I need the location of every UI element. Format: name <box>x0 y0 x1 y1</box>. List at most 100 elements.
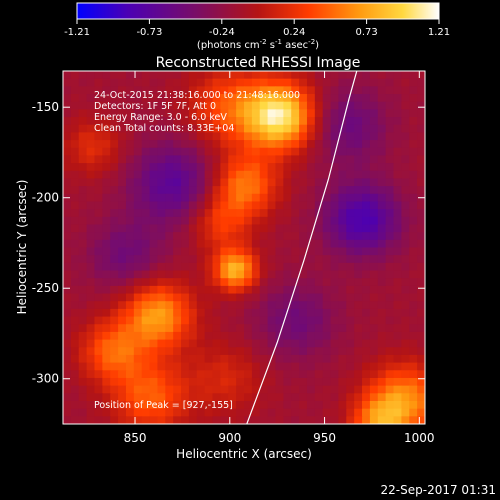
heatmap-cell <box>228 132 237 141</box>
heatmap-cell <box>401 201 410 210</box>
heatmap-cell <box>236 178 245 187</box>
heatmap-cell <box>338 316 347 325</box>
heatmap-cell <box>401 163 410 172</box>
heatmap-cell <box>78 400 88 410</box>
heatmap-cell <box>204 86 214 95</box>
heatmap-cell <box>70 393 80 402</box>
heatmap-cell <box>377 71 387 80</box>
heatmap-cell <box>377 270 387 279</box>
heatmap-cell <box>63 247 72 256</box>
heatmap-cell <box>393 170 402 180</box>
heatmap-cell <box>220 163 229 172</box>
heatmap-cell <box>330 163 340 172</box>
heatmap-cell <box>369 201 379 210</box>
heatmap-cell <box>314 155 324 164</box>
heatmap-cell <box>385 278 395 287</box>
heatmap-cell <box>125 370 135 379</box>
heatmap-cell <box>346 331 355 341</box>
heatmap-cell <box>110 285 119 295</box>
heatmap-cell <box>377 94 387 103</box>
heatmap-cell <box>299 270 308 279</box>
heatmap-cell <box>102 324 111 333</box>
heatmap-cell <box>212 186 221 195</box>
heatmap-cell <box>409 163 418 172</box>
heatmap-cell <box>275 255 284 264</box>
heatmap-cell <box>409 155 418 164</box>
heatmap-cell <box>220 209 229 218</box>
heatmap-cell <box>346 239 355 249</box>
heatmap-cell <box>275 270 284 279</box>
heatmap-cell <box>306 132 316 141</box>
heatmap-cell <box>228 400 237 410</box>
heatmap-cell <box>94 147 103 157</box>
heatmap-cell <box>330 354 340 364</box>
heatmap-cell <box>110 408 119 417</box>
heatmap-cell <box>275 193 284 203</box>
heatmap-cell <box>133 109 143 118</box>
heatmap-cell <box>157 247 166 256</box>
heatmap-cell <box>393 285 402 295</box>
heatmap-cell <box>417 354 425 364</box>
heatmap-cell <box>244 239 253 249</box>
heatmap-cell <box>338 347 347 356</box>
heatmap-cell <box>181 186 190 195</box>
heatmap-cell <box>110 293 119 302</box>
heatmap-cell <box>78 71 88 80</box>
heatmap-cell <box>149 78 159 87</box>
heatmap-cell <box>196 347 206 356</box>
heatmap-cell <box>275 293 284 302</box>
heatmap-cell <box>220 71 229 80</box>
heatmap-cell <box>133 178 143 187</box>
heatmap-cell <box>63 385 72 394</box>
heatmap-cell <box>165 393 174 402</box>
heatmap-cell <box>330 232 340 241</box>
heatmap-cell <box>196 78 206 87</box>
heatmap-cell <box>63 101 72 110</box>
heatmap-cell <box>346 124 355 133</box>
heatmap-cell <box>220 255 229 264</box>
heatmap-cell <box>204 147 214 157</box>
heatmap-cell <box>181 255 190 264</box>
heatmap-cell <box>63 370 72 379</box>
heatmap-cell <box>94 232 103 241</box>
heatmap-cell <box>110 132 119 141</box>
heatmap-cell <box>220 117 229 126</box>
heatmap-cell <box>362 209 371 218</box>
heatmap-cell <box>181 155 190 164</box>
heatmap-cell <box>362 86 371 95</box>
heatmap-cell <box>63 78 72 87</box>
heatmap-cell <box>70 301 80 310</box>
heatmap-cell <box>267 347 277 356</box>
heatmap-cell <box>157 239 166 249</box>
heatmap-cell <box>236 362 245 371</box>
heatmap-cell <box>86 416 96 424</box>
heatmap-cell <box>393 147 402 157</box>
heatmap-cell <box>157 132 166 141</box>
heatmap-cell <box>369 416 379 424</box>
heatmap-cell <box>244 178 253 187</box>
heatmap-cell <box>267 140 277 149</box>
heatmap-cell <box>417 385 425 394</box>
heatmap-cell <box>181 86 190 95</box>
heatmap-cell <box>409 117 418 126</box>
x-tick-label: 850 <box>124 431 147 445</box>
heatmap-cell <box>118 377 127 387</box>
heatmap-cell <box>251 301 261 310</box>
heatmap-cell <box>338 71 347 80</box>
heatmap-cell <box>291 140 300 149</box>
heatmap-cell <box>354 308 363 318</box>
heatmap-cell <box>86 201 96 210</box>
heatmap-cell <box>212 224 221 233</box>
heatmap-cell <box>409 270 418 279</box>
heatmap-cell <box>173 400 182 410</box>
heatmap-cell <box>204 232 214 241</box>
heatmap-cell <box>346 308 355 318</box>
heatmap-cell <box>275 308 284 318</box>
heatmap-cell <box>306 170 316 180</box>
heatmap-cell <box>291 155 300 164</box>
heatmap-cell <box>196 140 206 149</box>
heatmap-cell <box>181 285 190 295</box>
heatmap-cell <box>220 324 229 333</box>
heatmap-cell <box>338 140 347 149</box>
heatmap-cell <box>299 232 308 241</box>
